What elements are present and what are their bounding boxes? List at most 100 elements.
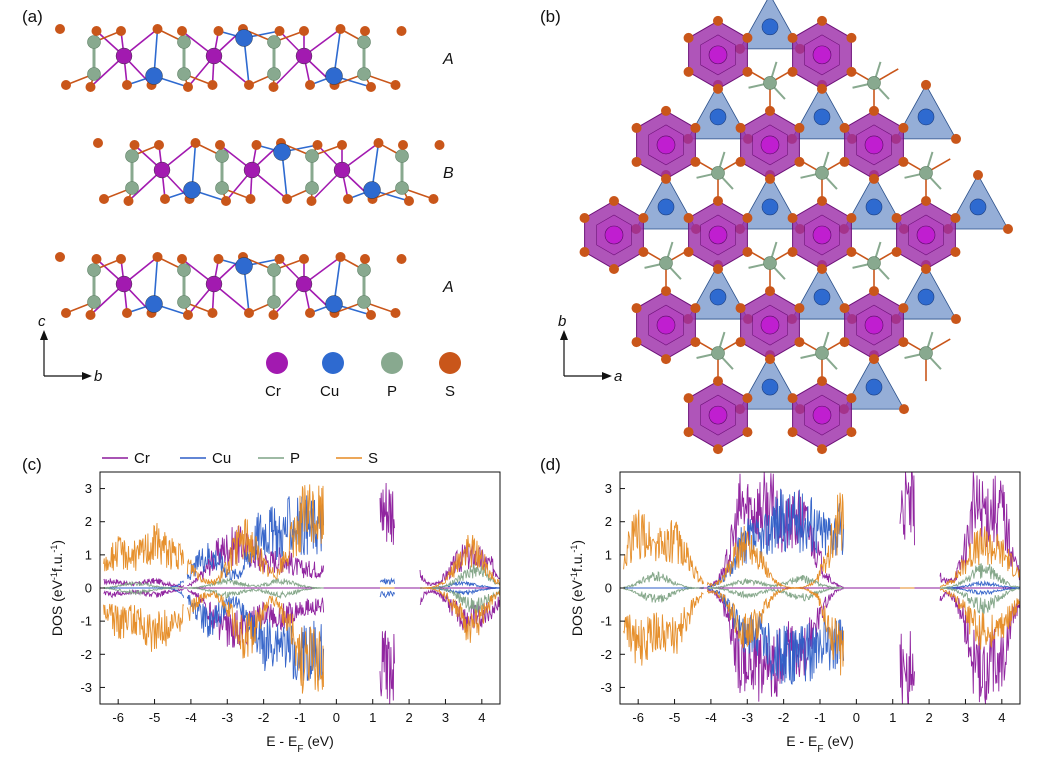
y-tick-label: -2 — [80, 647, 92, 662]
s-atom — [794, 337, 805, 348]
b-axis-label-top: b — [558, 313, 566, 330]
b-arrowhead-icon — [82, 372, 92, 380]
cr-atom — [916, 225, 936, 245]
layer-2 — [93, 138, 445, 206]
x-tick-label: -3 — [221, 710, 233, 725]
s-atom — [817, 264, 827, 274]
s-atom — [274, 254, 285, 264]
p-atom — [395, 149, 409, 163]
s-atom — [123, 196, 134, 206]
s-atom — [631, 337, 642, 348]
s-atom — [787, 32, 798, 43]
cu-atom — [325, 67, 343, 85]
p-atom — [867, 76, 881, 90]
x-axis-label: E - EF (eV) — [786, 733, 854, 755]
s-atom — [898, 156, 909, 167]
s-atom — [638, 213, 649, 223]
dos-s-line — [186, 591, 325, 694]
s-atom — [1003, 223, 1013, 234]
s-atom — [122, 308, 132, 318]
s-atom — [683, 213, 694, 223]
s-atom — [85, 310, 96, 320]
dos-p-line — [939, 587, 1021, 615]
s-atom — [742, 32, 753, 43]
p-atom — [87, 67, 101, 81]
s-atom — [742, 393, 753, 404]
dos-s-line — [706, 492, 845, 589]
y-axis-label: DOS (eV-1f.u.-1) — [49, 540, 65, 636]
dos-p-line — [420, 587, 501, 615]
s-atom — [951, 133, 961, 144]
p-atom — [357, 67, 371, 81]
cu-atom — [657, 198, 675, 216]
cr-atom — [812, 405, 832, 425]
s-atom — [898, 122, 909, 133]
s-atom — [306, 196, 317, 206]
s-atom — [360, 26, 370, 36]
dos-legend-s: S — [368, 450, 378, 467]
cr-atom — [708, 225, 728, 245]
dos-cu-line — [379, 577, 395, 585]
s-atom — [765, 173, 775, 184]
p-atom — [215, 181, 229, 195]
dos-s-line — [623, 591, 704, 666]
p-atom — [711, 166, 725, 180]
x-tick-label: -2 — [778, 710, 790, 725]
s-atom — [683, 66, 694, 77]
p-atom — [763, 256, 777, 270]
s-atom — [794, 156, 805, 167]
b-axis-label: b — [94, 368, 102, 385]
cr-atom — [760, 135, 780, 155]
p-atom — [87, 35, 101, 49]
dos-legend-cr: Cr — [134, 450, 150, 467]
s-atom — [713, 376, 723, 387]
dos-p-line — [187, 587, 324, 600]
p-atom — [867, 256, 881, 270]
s-atom — [973, 169, 983, 180]
s-atom — [160, 194, 170, 204]
legend-cu-label: Cu — [320, 383, 339, 400]
a-axis-label: a — [614, 368, 622, 385]
x-tick-label: 3 — [442, 710, 449, 725]
s-atom — [787, 66, 798, 77]
s-atom — [794, 122, 805, 133]
x-tick-label: -1 — [294, 710, 306, 725]
legend-cr-label: Cr — [265, 383, 281, 400]
s-atom — [951, 314, 961, 325]
cu-atom — [183, 181, 201, 199]
dos-p-line — [707, 587, 844, 602]
p-atom — [125, 149, 139, 163]
s-atom — [817, 376, 827, 387]
s-atom — [390, 80, 401, 90]
p-atom — [125, 181, 139, 195]
y-tick-label: -1 — [600, 614, 612, 629]
legend-s-label: S — [445, 383, 455, 400]
x-axis-label: E - EF (eV) — [266, 733, 334, 755]
p-atom — [395, 181, 409, 195]
x-tick-label: 1 — [889, 710, 896, 725]
s-atom — [274, 26, 285, 36]
s-atom — [177, 254, 187, 264]
dos-chart-c: -6 -5 -4 -3 -2 -1 0 1 2 3 4 -3 -2 -1 0 1 2 3 E - EF (eV) DO… — [49, 471, 501, 755]
atom-legend: Cr Cu P S — [265, 352, 461, 400]
s-atom — [950, 213, 961, 223]
s-atom — [91, 254, 102, 264]
p-atom — [177, 67, 191, 81]
legend-s-atom — [439, 352, 461, 374]
s-atom — [950, 247, 961, 257]
stacking-label-2: B — [443, 165, 454, 182]
s-atom — [282, 194, 292, 204]
panel-b-label: (b) — [540, 7, 561, 26]
p-atom — [763, 76, 777, 90]
cr-atom — [243, 161, 261, 179]
dos-cu-line — [103, 587, 185, 598]
legend-p-atom — [381, 352, 403, 374]
cr-atom — [656, 315, 676, 335]
s-atom — [190, 138, 201, 148]
cu-atom — [917, 108, 935, 126]
dos-cr-line — [706, 588, 844, 702]
dos-s-line — [103, 603, 185, 652]
panel-d-label: (d) — [540, 455, 561, 474]
cr-atom — [760, 315, 780, 335]
cr-atom — [153, 161, 171, 179]
